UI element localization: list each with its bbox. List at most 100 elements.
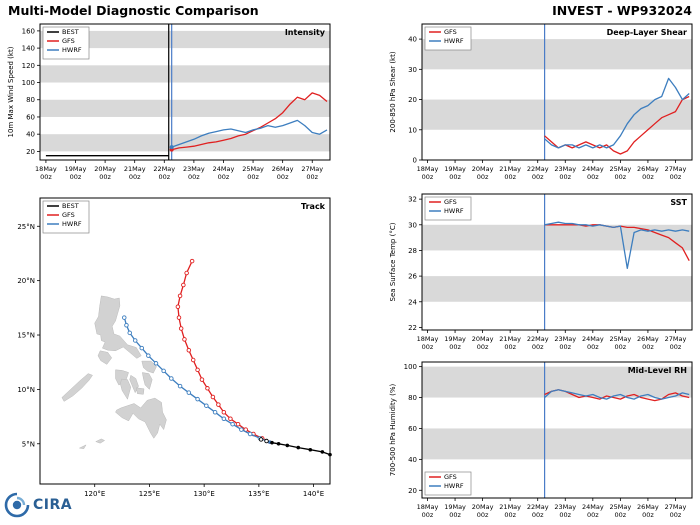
svg-text:24May: 24May <box>582 165 604 173</box>
svg-text:120: 120 <box>22 62 35 70</box>
svg-text:25May: 25May <box>610 335 632 343</box>
svg-text:25May: 25May <box>610 503 632 511</box>
svg-text:135°E: 135°E <box>248 490 269 498</box>
cira-logo-text: CIRA <box>33 497 73 513</box>
cira-logo: CIRA <box>4 492 72 518</box>
svg-text:20: 20 <box>26 148 35 156</box>
svg-text:HWRF: HWRF <box>62 46 82 54</box>
svg-text:30: 30 <box>408 221 417 229</box>
svg-text:25May: 25May <box>242 165 264 173</box>
svg-text:Intensity: Intensity <box>285 28 326 37</box>
svg-text:0: 0 <box>413 157 417 165</box>
svg-text:24: 24 <box>408 298 417 306</box>
svg-text:GFS: GFS <box>62 211 75 219</box>
svg-text:20May: 20May <box>472 503 494 511</box>
svg-text:27May: 27May <box>665 503 687 511</box>
svg-text:26May: 26May <box>637 165 659 173</box>
svg-text:Deep-Layer Shear: Deep-Layer Shear <box>607 28 687 37</box>
svg-text:00z: 00z <box>449 173 461 181</box>
svg-text:700-500 hPa Humidity (%): 700-500 hPa Humidity (%) <box>389 384 397 477</box>
svg-text:00z: 00z <box>559 173 571 181</box>
svg-text:GFS: GFS <box>62 37 75 45</box>
svg-text:HWRF: HWRF <box>444 207 464 215</box>
mid-level-rh-chart: 20 40 60 80 100 18May 00z 19May 00z 20May 00z 21May… <box>360 356 698 524</box>
svg-text:00z: 00z <box>477 511 489 519</box>
svg-text:18May: 18May <box>35 165 57 173</box>
svg-text:22May: 22May <box>153 165 175 173</box>
svg-text:00z: 00z <box>277 173 289 181</box>
svg-text:20°N: 20°N <box>17 277 35 285</box>
svg-text:GFS: GFS <box>444 28 457 36</box>
intensity-chart: 20 40 60 80 100 120 140 160 18May 00z 19May 00z 20Ma… <box>0 18 334 186</box>
svg-text:00z: 00z <box>532 511 544 519</box>
svg-text:40: 40 <box>26 131 35 139</box>
svg-text:20May: 20May <box>472 165 494 173</box>
svg-text:20: 20 <box>408 96 417 104</box>
header: Multi-Model Diagnostic Comparison INVEST… <box>0 0 700 18</box>
svg-text:21May: 21May <box>499 335 521 343</box>
svg-text:32: 32 <box>408 196 417 204</box>
svg-text:20: 20 <box>408 487 417 495</box>
svg-text:27May: 27May <box>665 165 687 173</box>
svg-text:00z: 00z <box>218 173 230 181</box>
svg-text:00z: 00z <box>670 343 682 351</box>
svg-text:19May: 19May <box>444 335 466 343</box>
svg-text:00z: 00z <box>504 511 516 519</box>
svg-text:80: 80 <box>26 96 35 104</box>
svg-text:00z: 00z <box>587 173 599 181</box>
svg-text:00z: 00z <box>642 173 654 181</box>
svg-text:00z: 00z <box>559 343 571 351</box>
svg-text:00z: 00z <box>70 173 82 181</box>
svg-text:27May: 27May <box>665 335 687 343</box>
svg-text:Sea Surface Temp (°C): Sea Surface Temp (°C) <box>389 222 397 301</box>
svg-text:60: 60 <box>408 425 417 433</box>
svg-text:80: 80 <box>408 394 417 402</box>
svg-text:00z: 00z <box>188 173 200 181</box>
svg-text:140°E: 140°E <box>303 490 324 498</box>
svg-text:18May: 18May <box>417 503 439 511</box>
svg-text:21May: 21May <box>499 165 521 173</box>
svg-text:40: 40 <box>408 456 417 464</box>
svg-text:100: 100 <box>404 363 417 371</box>
svg-text:00z: 00z <box>504 173 516 181</box>
svg-text:00z: 00z <box>670 511 682 519</box>
svg-text:25°N: 25°N <box>17 223 35 231</box>
svg-text:22: 22 <box>408 324 417 332</box>
svg-text:24May: 24May <box>213 165 235 173</box>
svg-text:22May: 22May <box>527 335 549 343</box>
svg-text:00z: 00z <box>504 343 516 351</box>
svg-text:00z: 00z <box>99 173 111 181</box>
svg-text:26May: 26May <box>637 503 659 511</box>
svg-text:00z: 00z <box>532 343 544 351</box>
svg-text:200-850 hPa Shear (kt): 200-850 hPa Shear (kt) <box>389 51 397 132</box>
svg-text:00z: 00z <box>40 173 52 181</box>
svg-text:23May: 23May <box>183 165 205 173</box>
svg-text:HWRF: HWRF <box>444 37 464 45</box>
svg-text:00z: 00z <box>615 511 627 519</box>
svg-text:10°N: 10°N <box>17 386 35 394</box>
page-title: Multi-Model Diagnostic Comparison <box>8 3 259 18</box>
svg-text:Track: Track <box>301 202 326 211</box>
svg-text:120°E: 120°E <box>84 490 105 498</box>
svg-text:00z: 00z <box>449 343 461 351</box>
svg-text:00z: 00z <box>306 173 318 181</box>
deep-layer-shear-chart: 0 10 20 30 40 18May 00z 19May 00z 20May 00z 21May 00… <box>360 18 698 186</box>
svg-text:HWRF: HWRF <box>444 482 464 490</box>
svg-text:00z: 00z <box>587 511 599 519</box>
svg-text:26May: 26May <box>272 165 294 173</box>
svg-text:00z: 00z <box>129 173 141 181</box>
svg-text:20May: 20May <box>472 335 494 343</box>
svg-text:40: 40 <box>408 36 417 44</box>
svg-text:00z: 00z <box>477 343 489 351</box>
storm-id: INVEST - WP932024 <box>552 3 692 18</box>
svg-text:25May: 25May <box>610 165 632 173</box>
svg-text:20May: 20May <box>94 165 116 173</box>
svg-text:00z: 00z <box>247 173 259 181</box>
svg-text:125°E: 125°E <box>139 490 160 498</box>
svg-text:SST: SST <box>670 198 687 207</box>
svg-text:28: 28 <box>408 247 417 255</box>
svg-text:130°E: 130°E <box>194 490 215 498</box>
svg-text:00z: 00z <box>422 173 434 181</box>
svg-text:22May: 22May <box>527 165 549 173</box>
